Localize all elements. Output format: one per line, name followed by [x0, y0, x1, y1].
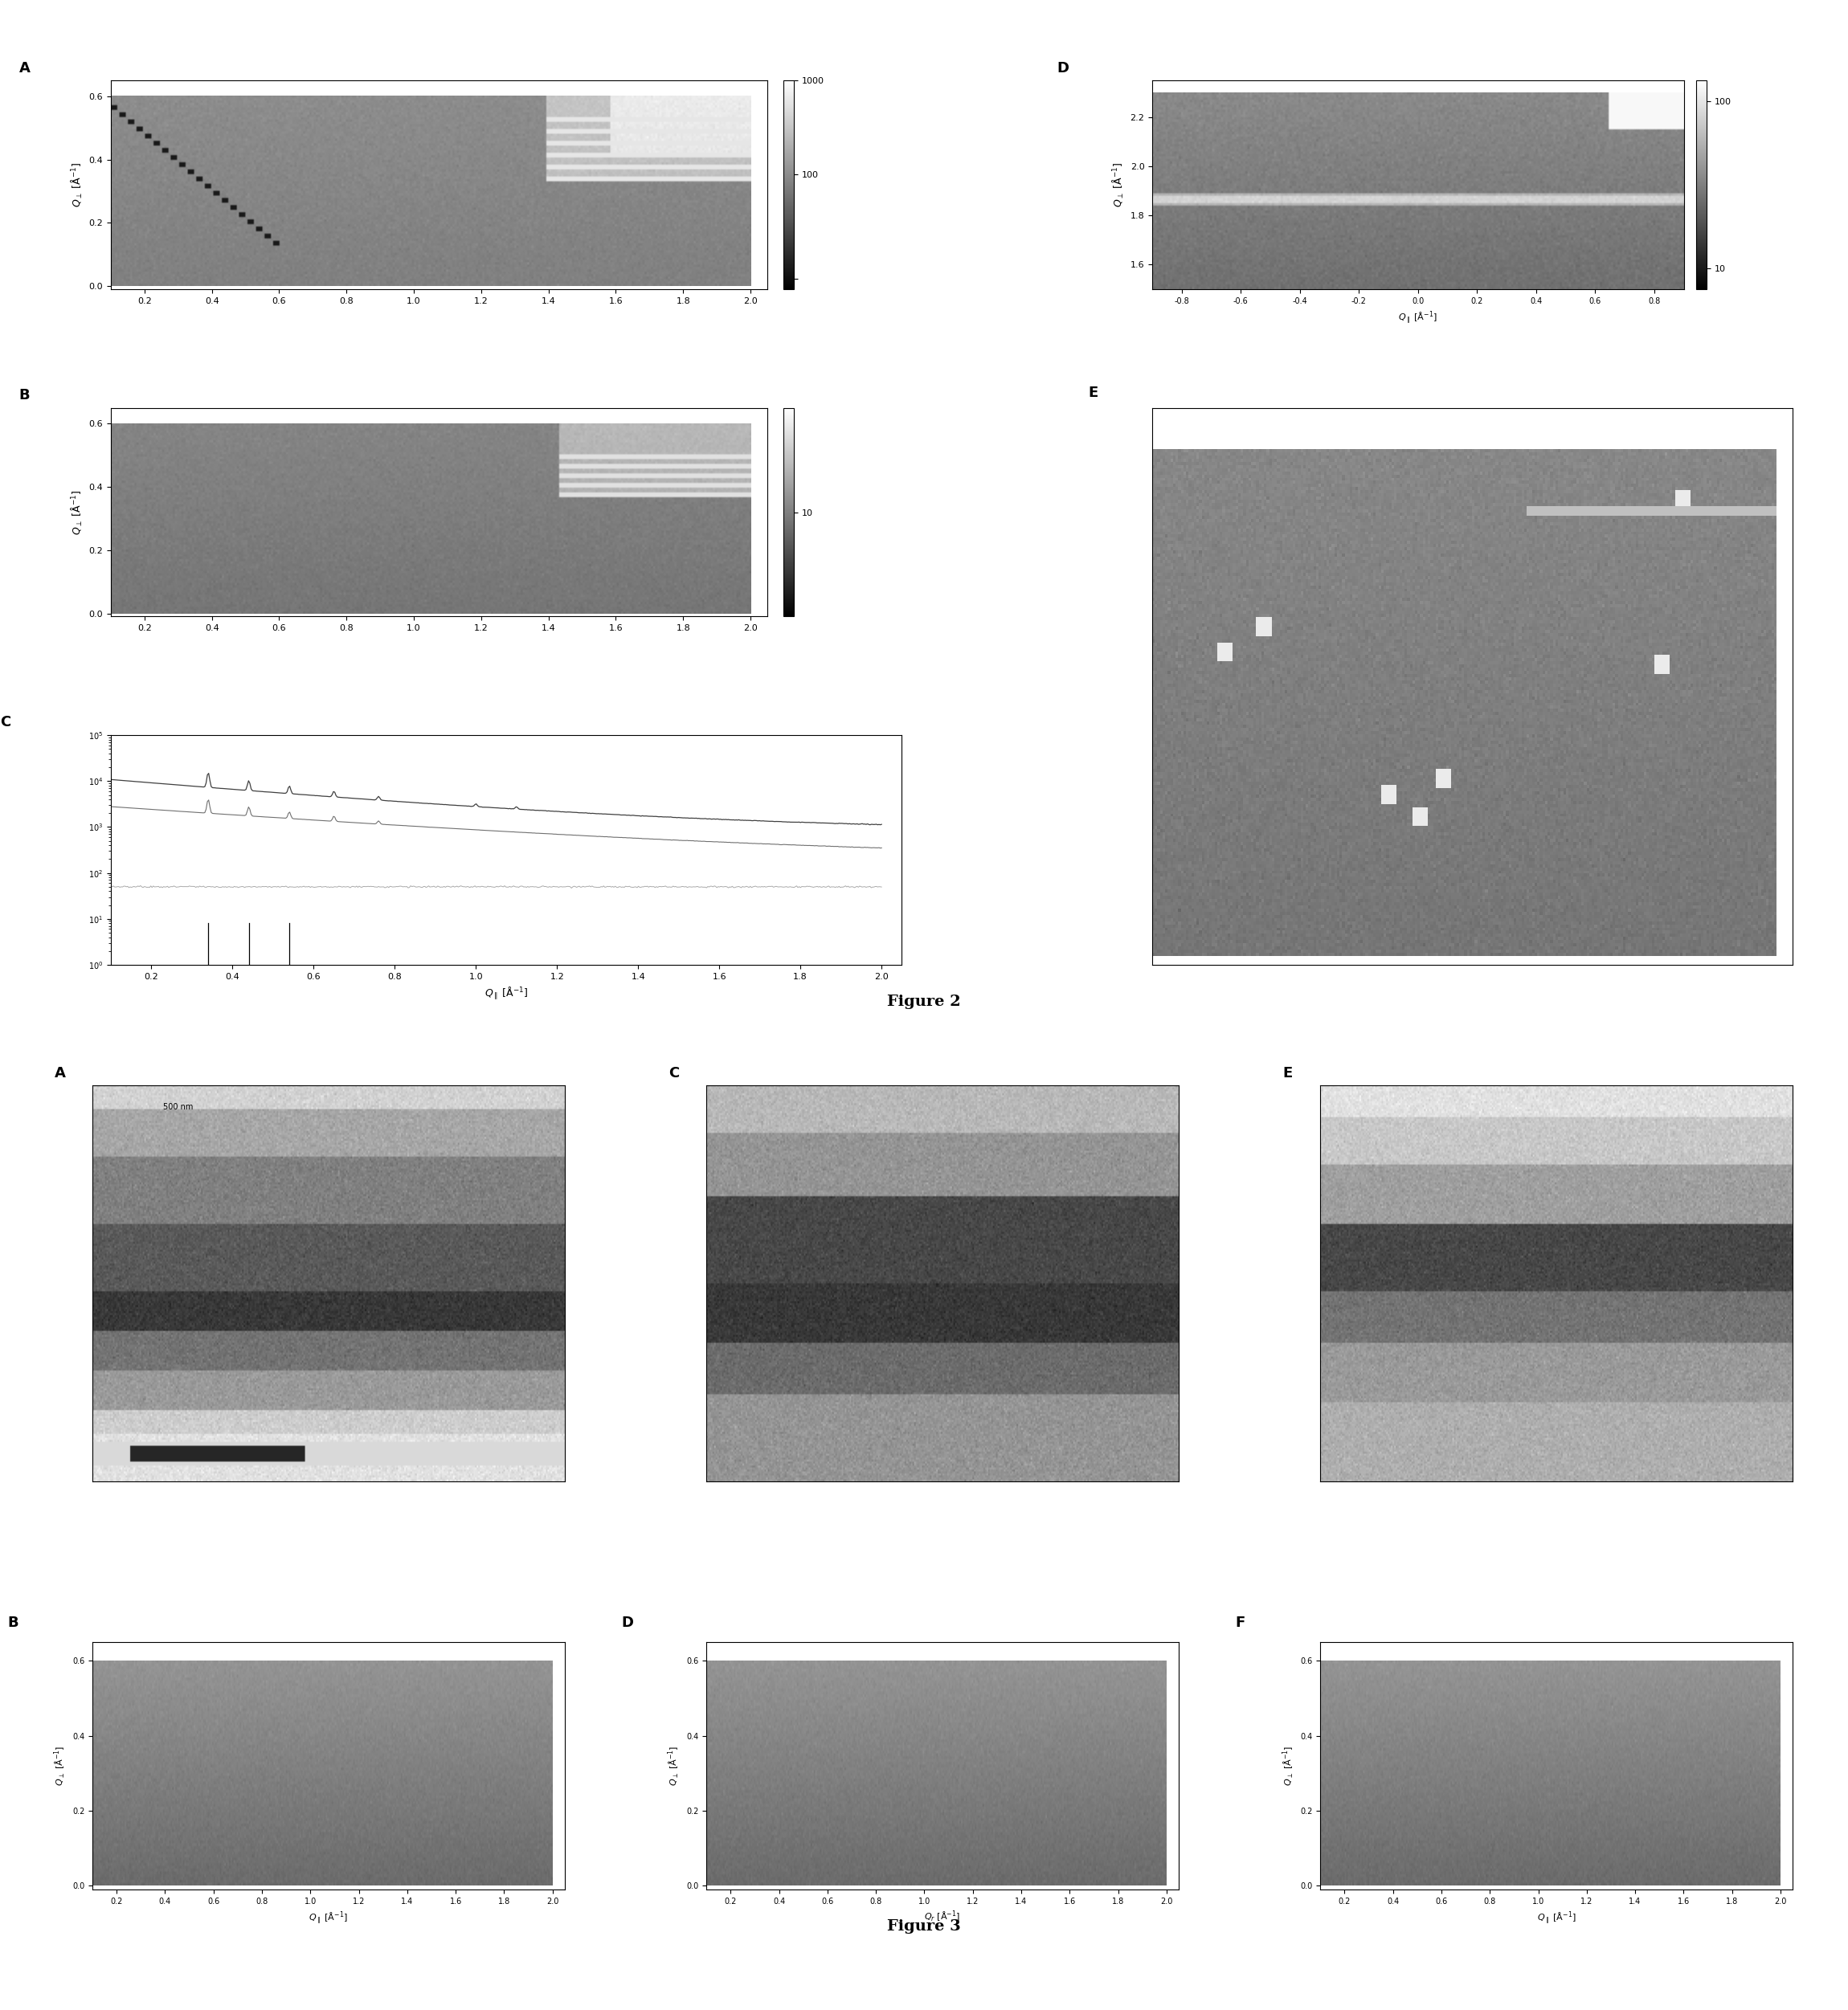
- Text: C: C: [669, 1065, 680, 1081]
- Text: B: B: [7, 1616, 18, 1630]
- Text: C: C: [0, 716, 11, 730]
- X-axis label: $Q_\parallel$ [Å$^{-1}$]: $Q_\parallel$ [Å$^{-1}$]: [1399, 310, 1438, 326]
- X-axis label: $Q_r$ [Å$^{-1}$]: $Q_r$ [Å$^{-1}$]: [924, 1910, 961, 1924]
- X-axis label: $Q_\parallel$ [Å$^{-1}$]: $Q_\parallel$ [Å$^{-1}$]: [484, 985, 529, 1001]
- Text: D: D: [621, 1616, 634, 1630]
- Text: D: D: [1057, 60, 1068, 74]
- X-axis label: $Q_\parallel$ [Å$^{-1}$]: $Q_\parallel$ [Å$^{-1}$]: [309, 1910, 347, 1926]
- Text: E: E: [1283, 1065, 1292, 1081]
- Text: A: A: [18, 60, 30, 74]
- Text: Figure 3: Figure 3: [887, 1920, 961, 1934]
- Y-axis label: $Q_\perp$ [Å$^{-1}$]: $Q_\perp$ [Å$^{-1}$]: [70, 163, 85, 207]
- Text: A: A: [55, 1065, 67, 1081]
- Text: F: F: [1234, 1616, 1246, 1630]
- Y-axis label: $Q_\perp$ [Å$^{-1}$]: $Q_\perp$ [Å$^{-1}$]: [667, 1745, 682, 1787]
- Y-axis label: $Q_\perp$ [Å$^{-1}$]: $Q_\perp$ [Å$^{-1}$]: [54, 1745, 68, 1787]
- Y-axis label: $Q_\perp$ [Å$^{-1}$]: $Q_\perp$ [Å$^{-1}$]: [70, 490, 85, 535]
- Text: Figure 2: Figure 2: [887, 995, 961, 1009]
- Y-axis label: $Q_\perp$ [Å$^{-1}$]: $Q_\perp$ [Å$^{-1}$]: [1281, 1745, 1295, 1787]
- Text: E: E: [1088, 386, 1098, 400]
- Text: 500 nm: 500 nm: [163, 1103, 194, 1112]
- Text: B: B: [18, 388, 30, 402]
- X-axis label: $Q_\parallel$ [Å$^{-1}$]: $Q_\parallel$ [Å$^{-1}$]: [1538, 1910, 1576, 1926]
- Y-axis label: $Q_\perp$ [Å$^{-1}$]: $Q_\perp$ [Å$^{-1}$]: [1111, 163, 1125, 207]
